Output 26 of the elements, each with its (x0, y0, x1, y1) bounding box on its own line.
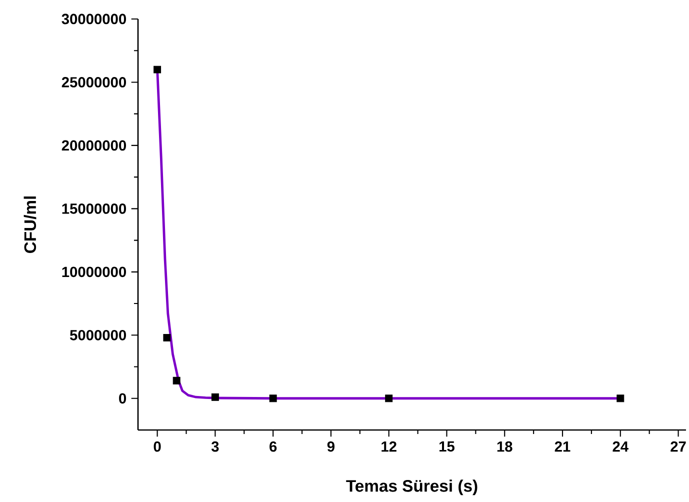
x-tick-label: 18 (497, 441, 512, 452)
x-tick-label: 3 (211, 441, 219, 452)
point (172, 376, 180, 384)
y-tick-label: 20000000 (62, 140, 126, 151)
x-tick-label: 6 (270, 441, 277, 452)
x-tick-label: 21 (554, 441, 570, 452)
point (385, 394, 393, 402)
point (154, 66, 162, 74)
point (163, 334, 171, 342)
y-tick-label: 10000000 (62, 266, 126, 278)
x-tick-label: 27 (670, 441, 686, 452)
x-tick-label: 0 (154, 441, 161, 452)
y-tick-label: 25000000 (62, 77, 126, 88)
y-tick-label: 15000000 (62, 204, 126, 214)
point (616, 394, 624, 402)
y-tick-label: 0 (119, 393, 126, 404)
point (211, 393, 219, 401)
y-tick-label: 30000000 (62, 14, 126, 24)
point (269, 394, 277, 402)
x-tick-label: 9 (327, 441, 334, 452)
x-tick-label: 24 (612, 441, 628, 452)
y-axis-title: CFU/ml (24, 196, 36, 253)
x-tick-label: 12 (382, 441, 396, 452)
y-tick-label: 5000000 (70, 330, 126, 340)
x-axis-title: Temas Süresi (s) (346, 480, 478, 496)
x-tick-label: 15 (440, 441, 454, 452)
